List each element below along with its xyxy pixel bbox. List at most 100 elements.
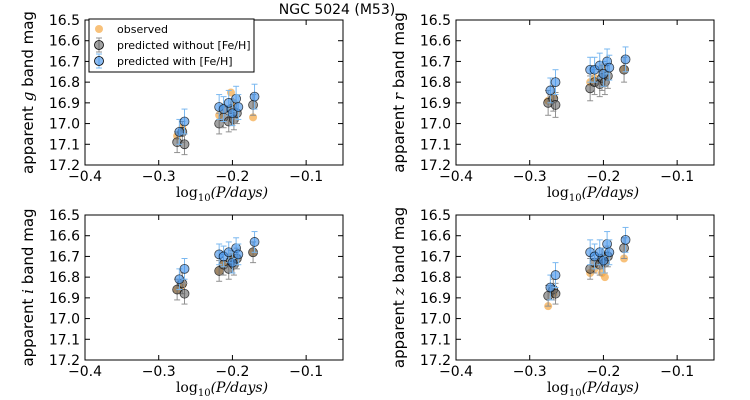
data-point-predicted-with-fe-h- <box>249 91 260 102</box>
y-axis-label: apparent g band mag <box>19 11 37 174</box>
x-tick-label: −0.1 <box>289 169 323 185</box>
legend-marker-observed <box>95 25 103 33</box>
data-point-predicted-with-fe-h- <box>179 116 190 127</box>
y-tick-label: 16.8 <box>49 270 80 286</box>
x-tick-label: −0.1 <box>660 169 694 185</box>
data-point-predicted-without-fe-h- <box>550 288 561 299</box>
x-tick-label: −0.3 <box>513 364 547 380</box>
y-tick-label: 16.8 <box>49 75 80 91</box>
legend-label-without: predicted without [Fe/H] <box>117 39 251 52</box>
y-tick-label: 17.2 <box>420 158 451 174</box>
x-tick-label: −0.2 <box>215 169 249 185</box>
y-tick-label: 16.9 <box>49 96 80 112</box>
x-axis-label: log10(P/days) <box>176 185 268 204</box>
y-axis-label: apparent i band mag <box>19 208 37 366</box>
y-tick-label: 16.5 <box>420 208 451 224</box>
y-tick-label: 17.0 <box>420 312 451 328</box>
data-point-predicted-with-fe-h- <box>179 263 190 274</box>
panel-z: −0.4 −0.3 −0.2 −0.1 16.5 16.6 16.7 16.8 16.9 17.0… <box>390 207 715 399</box>
y-axis-label: apparent z band mag <box>390 207 408 368</box>
y-tick-label: 16.8 <box>420 270 451 286</box>
y-tick-label: 16.6 <box>49 34 80 50</box>
plot-frame <box>455 19 715 166</box>
y-tick-label: 17.1 <box>49 137 80 153</box>
plot-frame <box>455 214 715 361</box>
data-point-predicted-with-fe-h- <box>218 104 229 114</box>
y-tick-label: 16.9 <box>420 96 451 112</box>
legend-label-with: predicted with [Fe/H] <box>117 55 233 68</box>
data-point-predicted-with-fe-h- <box>174 126 185 137</box>
y-tick-label: 17.0 <box>49 312 80 328</box>
data-point-predicted-with-fe-h- <box>545 85 556 96</box>
data-point-predicted-without-fe-h- <box>619 243 629 254</box>
x-tick-label: −0.1 <box>660 364 694 380</box>
y-axis-label: apparent r band mag <box>390 12 408 172</box>
plot-frame <box>84 214 344 361</box>
legend-marker-with <box>94 56 104 66</box>
y-tick-label: 17.1 <box>49 332 80 348</box>
y-tick-label: 16.7 <box>420 54 451 70</box>
x-axis-label: log10(P/days) <box>547 380 639 399</box>
y-tick-label: 17.2 <box>420 353 451 369</box>
figure-title: NGC 5024 (M53) <box>279 2 395 18</box>
data-point-predicted-without-fe-h- <box>248 100 258 110</box>
x-tick-label: −0.4 <box>439 364 473 380</box>
x-tick-label: −0.2 <box>586 364 620 380</box>
y-tick-label: 16.7 <box>420 249 451 265</box>
x-tick-label: −0.3 <box>142 364 176 380</box>
data-point-predicted-with-fe-h- <box>249 237 260 247</box>
legend-marker-without <box>94 40 104 50</box>
y-tick-label: 16.9 <box>420 291 451 307</box>
y-tick-label: 16.7 <box>49 54 80 70</box>
data-point-predicted-with-fe-h- <box>550 77 561 88</box>
x-tick-label: −0.4 <box>68 364 102 380</box>
x-tick-label: −0.3 <box>142 169 176 185</box>
x-tick-label: −0.1 <box>289 364 323 380</box>
y-tick-label: 16.6 <box>420 34 451 50</box>
legend: observed predicted without [Fe/H] predicte… <box>88 18 255 73</box>
y-tick-label: 16.5 <box>49 208 80 224</box>
data-point-observed <box>600 273 609 282</box>
y-tick-label: 17.2 <box>49 158 80 174</box>
y-tick-label: 17.2 <box>49 353 80 369</box>
y-tick-label: 16.9 <box>49 291 80 307</box>
data-point-predicted-with-fe-h- <box>620 234 631 245</box>
data-point-predicted-with-fe-h- <box>604 247 615 258</box>
data-point-predicted-with-fe-h- <box>594 247 605 258</box>
panel-i: −0.4 −0.3 −0.2 −0.1 16.5 16.6 16.7 16.8 16.9 17.0… <box>19 208 344 399</box>
y-tick-label: 17.0 <box>420 117 451 133</box>
panel-r: −0.4 −0.3 −0.2 −0.1 16.5 16.6 16.7 16.8 16.9 17.0… <box>390 12 715 204</box>
y-tick-label: 17.1 <box>420 332 451 348</box>
x-tick-label: −0.4 <box>439 169 473 185</box>
legend-box <box>88 18 255 73</box>
y-tick-label: 16.5 <box>49 13 80 29</box>
data-point-predicted-without-fe-h- <box>179 288 190 299</box>
x-tick-label: −0.3 <box>513 169 547 185</box>
legend-label-observed: observed <box>117 23 168 36</box>
data-point-predicted-without-fe-h- <box>619 64 629 75</box>
data-point-predicted-with-fe-h- <box>227 257 238 268</box>
data-point-predicted-with-fe-h- <box>602 239 613 249</box>
y-tick-label: 16.7 <box>49 249 80 265</box>
y-tick-label: 16.6 <box>420 229 451 245</box>
x-axis-label: log10(P/days) <box>176 380 268 399</box>
data-point-predicted-with-fe-h- <box>604 62 615 73</box>
x-tick-label: −0.2 <box>215 364 249 380</box>
data-point-predicted-with-fe-h- <box>620 54 631 65</box>
data-point-predicted-with-fe-h- <box>594 60 605 71</box>
y-tick-label: 16.5 <box>420 13 451 29</box>
x-tick-label: −0.4 <box>68 169 102 185</box>
data-point-predicted-with-fe-h- <box>598 255 609 266</box>
y-tick-label: 16.8 <box>420 75 451 91</box>
y-tick-label: 17.0 <box>49 117 80 133</box>
data-point-predicted-with-fe-h- <box>233 102 244 112</box>
data-point-predicted-without-fe-h- <box>550 100 561 110</box>
data-point-predicted-with-fe-h- <box>550 270 561 280</box>
x-axis-label: log10(P/days) <box>547 185 639 204</box>
y-tick-label: 17.1 <box>420 137 451 153</box>
data-point-predicted-with-fe-h- <box>231 93 242 104</box>
y-tick-label: 16.6 <box>49 229 80 245</box>
data-point-predicted-with-fe-h- <box>233 249 244 260</box>
x-tick-label: −0.2 <box>586 169 620 185</box>
